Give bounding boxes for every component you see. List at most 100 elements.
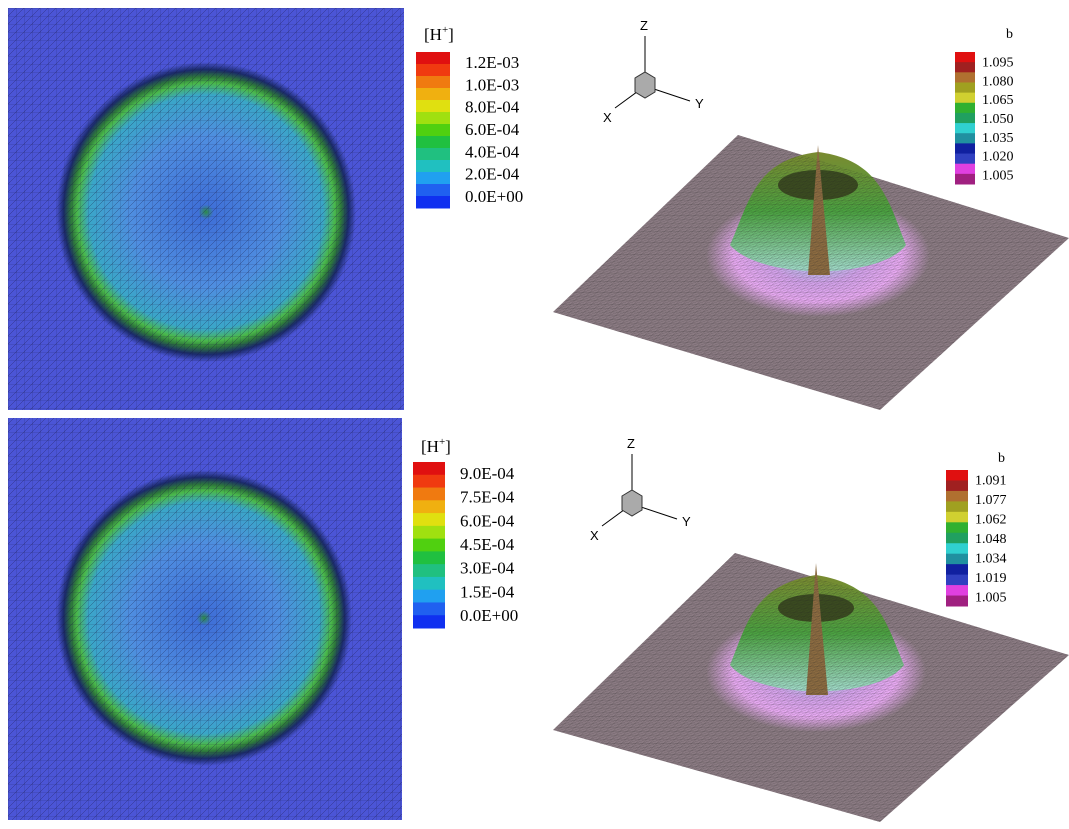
colorbar-band	[955, 72, 975, 83]
colorbar-band	[946, 511, 968, 523]
colorbar-band	[955, 62, 975, 73]
legend-title-sup: +	[442, 24, 448, 36]
colorbar-band	[946, 543, 968, 555]
colorbar-band	[955, 133, 975, 144]
colorbar-band	[955, 52, 975, 63]
colorbar-band	[416, 148, 450, 161]
legend-title: b	[1006, 27, 1013, 42]
colorbar-label: 9.0E-04	[460, 464, 515, 483]
colorbar-band	[955, 102, 975, 114]
colorbar-band	[946, 564, 968, 576]
colorbar-label: 1.062	[975, 513, 1007, 528]
colorbar-label: 1.2E-03	[465, 53, 519, 72]
colorbar-label: 1.019	[975, 571, 1007, 586]
legend-title-sup: +	[439, 436, 445, 448]
colorbar-band	[413, 474, 445, 489]
colorbar-band	[416, 88, 450, 101]
colorbar-label: 0.0E+00	[465, 187, 523, 206]
colorbar-band	[413, 602, 445, 616]
colorbar-band	[955, 153, 975, 165]
colorbar-band	[416, 124, 450, 137]
colorbar-band	[955, 82, 975, 94]
colorbar-band	[946, 532, 968, 544]
axis-label-y: Y	[695, 96, 704, 111]
colorbar-band	[416, 112, 450, 125]
colorbar-band	[955, 123, 975, 134]
colorbar-band	[946, 522, 968, 534]
legend-title-main: [H	[421, 437, 439, 456]
colorbar-band	[416, 76, 450, 89]
colorbar-label: 1.005	[982, 169, 1014, 184]
colorbar-band	[413, 513, 445, 527]
colorbar-band	[416, 100, 450, 113]
colorbar-band	[413, 564, 445, 578]
axis-label-z: Z	[627, 436, 635, 451]
colorbar-label: 1.005	[975, 590, 1007, 605]
colorbar-label: 1.050	[982, 112, 1014, 127]
colorbar-label: 1.5E-04	[460, 582, 515, 601]
colorbar-label: 2.0E-04	[465, 165, 520, 184]
colorbar-band	[413, 589, 445, 603]
colorbar-band	[946, 470, 968, 481]
colorbar-band	[946, 595, 968, 607]
colorbar-band	[413, 525, 445, 540]
axis-label-x: X	[603, 110, 612, 125]
colorbar-label: 1.035	[982, 131, 1014, 146]
colorbar-label: 6.0E-04	[460, 511, 515, 530]
colorbar-band	[416, 64, 450, 77]
colorbar-label: 1.048	[975, 532, 1007, 547]
colorbar-band	[946, 480, 968, 492]
colorbar-band	[413, 538, 445, 552]
axis-label-y: Y	[682, 514, 691, 529]
surface-mesh	[553, 553, 1069, 822]
colorbar-band	[413, 615, 445, 629]
colorbar-band	[946, 501, 968, 513]
colorbar-band	[416, 184, 450, 197]
colorbar-band	[416, 136, 450, 149]
colorbar-band	[413, 551, 445, 565]
legend-title: [H+]	[421, 436, 451, 456]
colorbar-label: 1.034	[975, 551, 1007, 566]
colorbar-band	[416, 52, 450, 65]
colorbar-label: 3.0E-04	[460, 559, 515, 578]
colorbar-label: 1.080	[982, 74, 1014, 89]
mesh	[8, 8, 404, 410]
axis-label-x: X	[590, 528, 599, 543]
axis-label-z: Z	[640, 18, 648, 33]
colorbar-label: 1.091	[975, 474, 1007, 489]
colorbar-band	[416, 160, 450, 173]
colorbar-band	[955, 92, 975, 104]
colorbar-label: 7.5E-04	[460, 488, 515, 507]
colorbar-label: 1.0E-03	[465, 75, 519, 94]
colorbar-band	[946, 585, 968, 597]
colorbar-label: 1.020	[982, 150, 1014, 165]
colorbar-band	[955, 112, 975, 124]
colorbar-band	[416, 196, 450, 209]
colorbar-band	[955, 163, 975, 175]
colorbar-band	[416, 172, 450, 185]
axis-cube	[621, 489, 643, 517]
colorbar-label: 4.0E-04	[465, 142, 520, 161]
legend-title-end: ]	[448, 25, 454, 44]
mesh	[8, 418, 402, 820]
colorbar-band	[413, 487, 445, 501]
colorbar-band	[946, 574, 968, 586]
colorbar-band	[413, 462, 445, 476]
colorbar-label: 6.0E-04	[465, 120, 520, 139]
surface-mesh	[553, 135, 1069, 410]
colorbar-band	[946, 490, 968, 502]
colorbar-label: 8.0E-04	[465, 98, 520, 117]
colorbar-band	[413, 576, 445, 591]
colorbar-band	[946, 553, 968, 565]
colorbar-label: 4.5E-04	[460, 535, 515, 554]
colorbar-band	[413, 500, 445, 514]
axis-cube	[634, 71, 656, 99]
colorbar-label: 1.095	[982, 55, 1014, 70]
legend-title: [H+]	[424, 24, 454, 44]
colorbar-label: 1.065	[982, 93, 1014, 108]
legend-title-end: ]	[445, 437, 451, 456]
colorbar-label: 0.0E+00	[460, 606, 518, 625]
colorbar-band	[955, 173, 975, 185]
legend-title: b	[998, 451, 1005, 466]
